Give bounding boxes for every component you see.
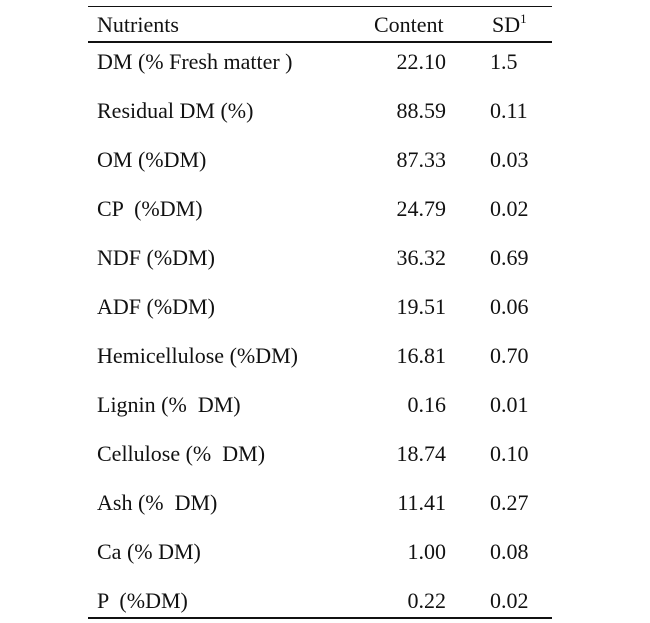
row-label: NDF (%DM)	[97, 245, 215, 270]
content-value: 18.74	[396, 441, 447, 466]
row-label: Cellulose (% DM)	[97, 441, 266, 466]
sd-value: 1.5	[490, 49, 518, 74]
content-value: 24.79	[396, 196, 447, 221]
row-label: Hemicellulose (%DM)	[97, 343, 298, 368]
content-value: 16.81	[396, 343, 447, 368]
row-label: ADF (%DM)	[97, 294, 215, 319]
sd-value: 0.27	[490, 490, 529, 515]
row-label: DM (% Fresh matter )	[97, 49, 293, 74]
header-rule	[88, 41, 552, 43]
top-rule	[88, 6, 552, 7]
row-label: Lignin (% DM)	[97, 392, 241, 417]
sd-value: 0.02	[490, 196, 529, 221]
sd-value: 0.03	[490, 147, 529, 172]
row-label: Ca (% DM)	[97, 539, 201, 564]
header-nutrients: Nutrients	[97, 12, 179, 37]
header-sd-text: SD	[492, 12, 521, 37]
content-value: 19.51	[396, 294, 447, 319]
row-label: CP (%DM)	[97, 196, 203, 221]
sd-value: 0.01	[490, 392, 529, 417]
row-label: Ash (% DM)	[97, 490, 218, 515]
footnote-mark: 1	[520, 11, 527, 26]
content-value: 88.59	[396, 98, 447, 123]
content-value: 0.22	[407, 588, 447, 613]
sd-value: 0.70	[490, 343, 529, 368]
sd-value: 0.11	[490, 98, 528, 123]
bottom-rule	[88, 617, 552, 619]
row-label: P (%DM)	[97, 588, 188, 613]
header-content: Content	[374, 12, 444, 37]
content-value: 1.00	[407, 539, 447, 564]
sd-value: 0.06	[490, 294, 529, 319]
content-value: 11.41	[397, 490, 446, 515]
content-value: 22.10	[396, 49, 447, 74]
content-value: 0.16	[407, 392, 447, 417]
row-label: Residual DM (%)	[97, 98, 254, 123]
sd-value: 0.10	[490, 441, 529, 466]
sd-value: 0.69	[490, 245, 529, 270]
row-label: OM (%DM)	[97, 147, 207, 172]
content-value: 36.32	[396, 245, 447, 270]
header-sd: SD1	[492, 12, 527, 38]
sd-value: 0.08	[490, 539, 529, 564]
sd-value: 0.02	[490, 588, 529, 613]
content-value: 87.33	[396, 147, 447, 172]
